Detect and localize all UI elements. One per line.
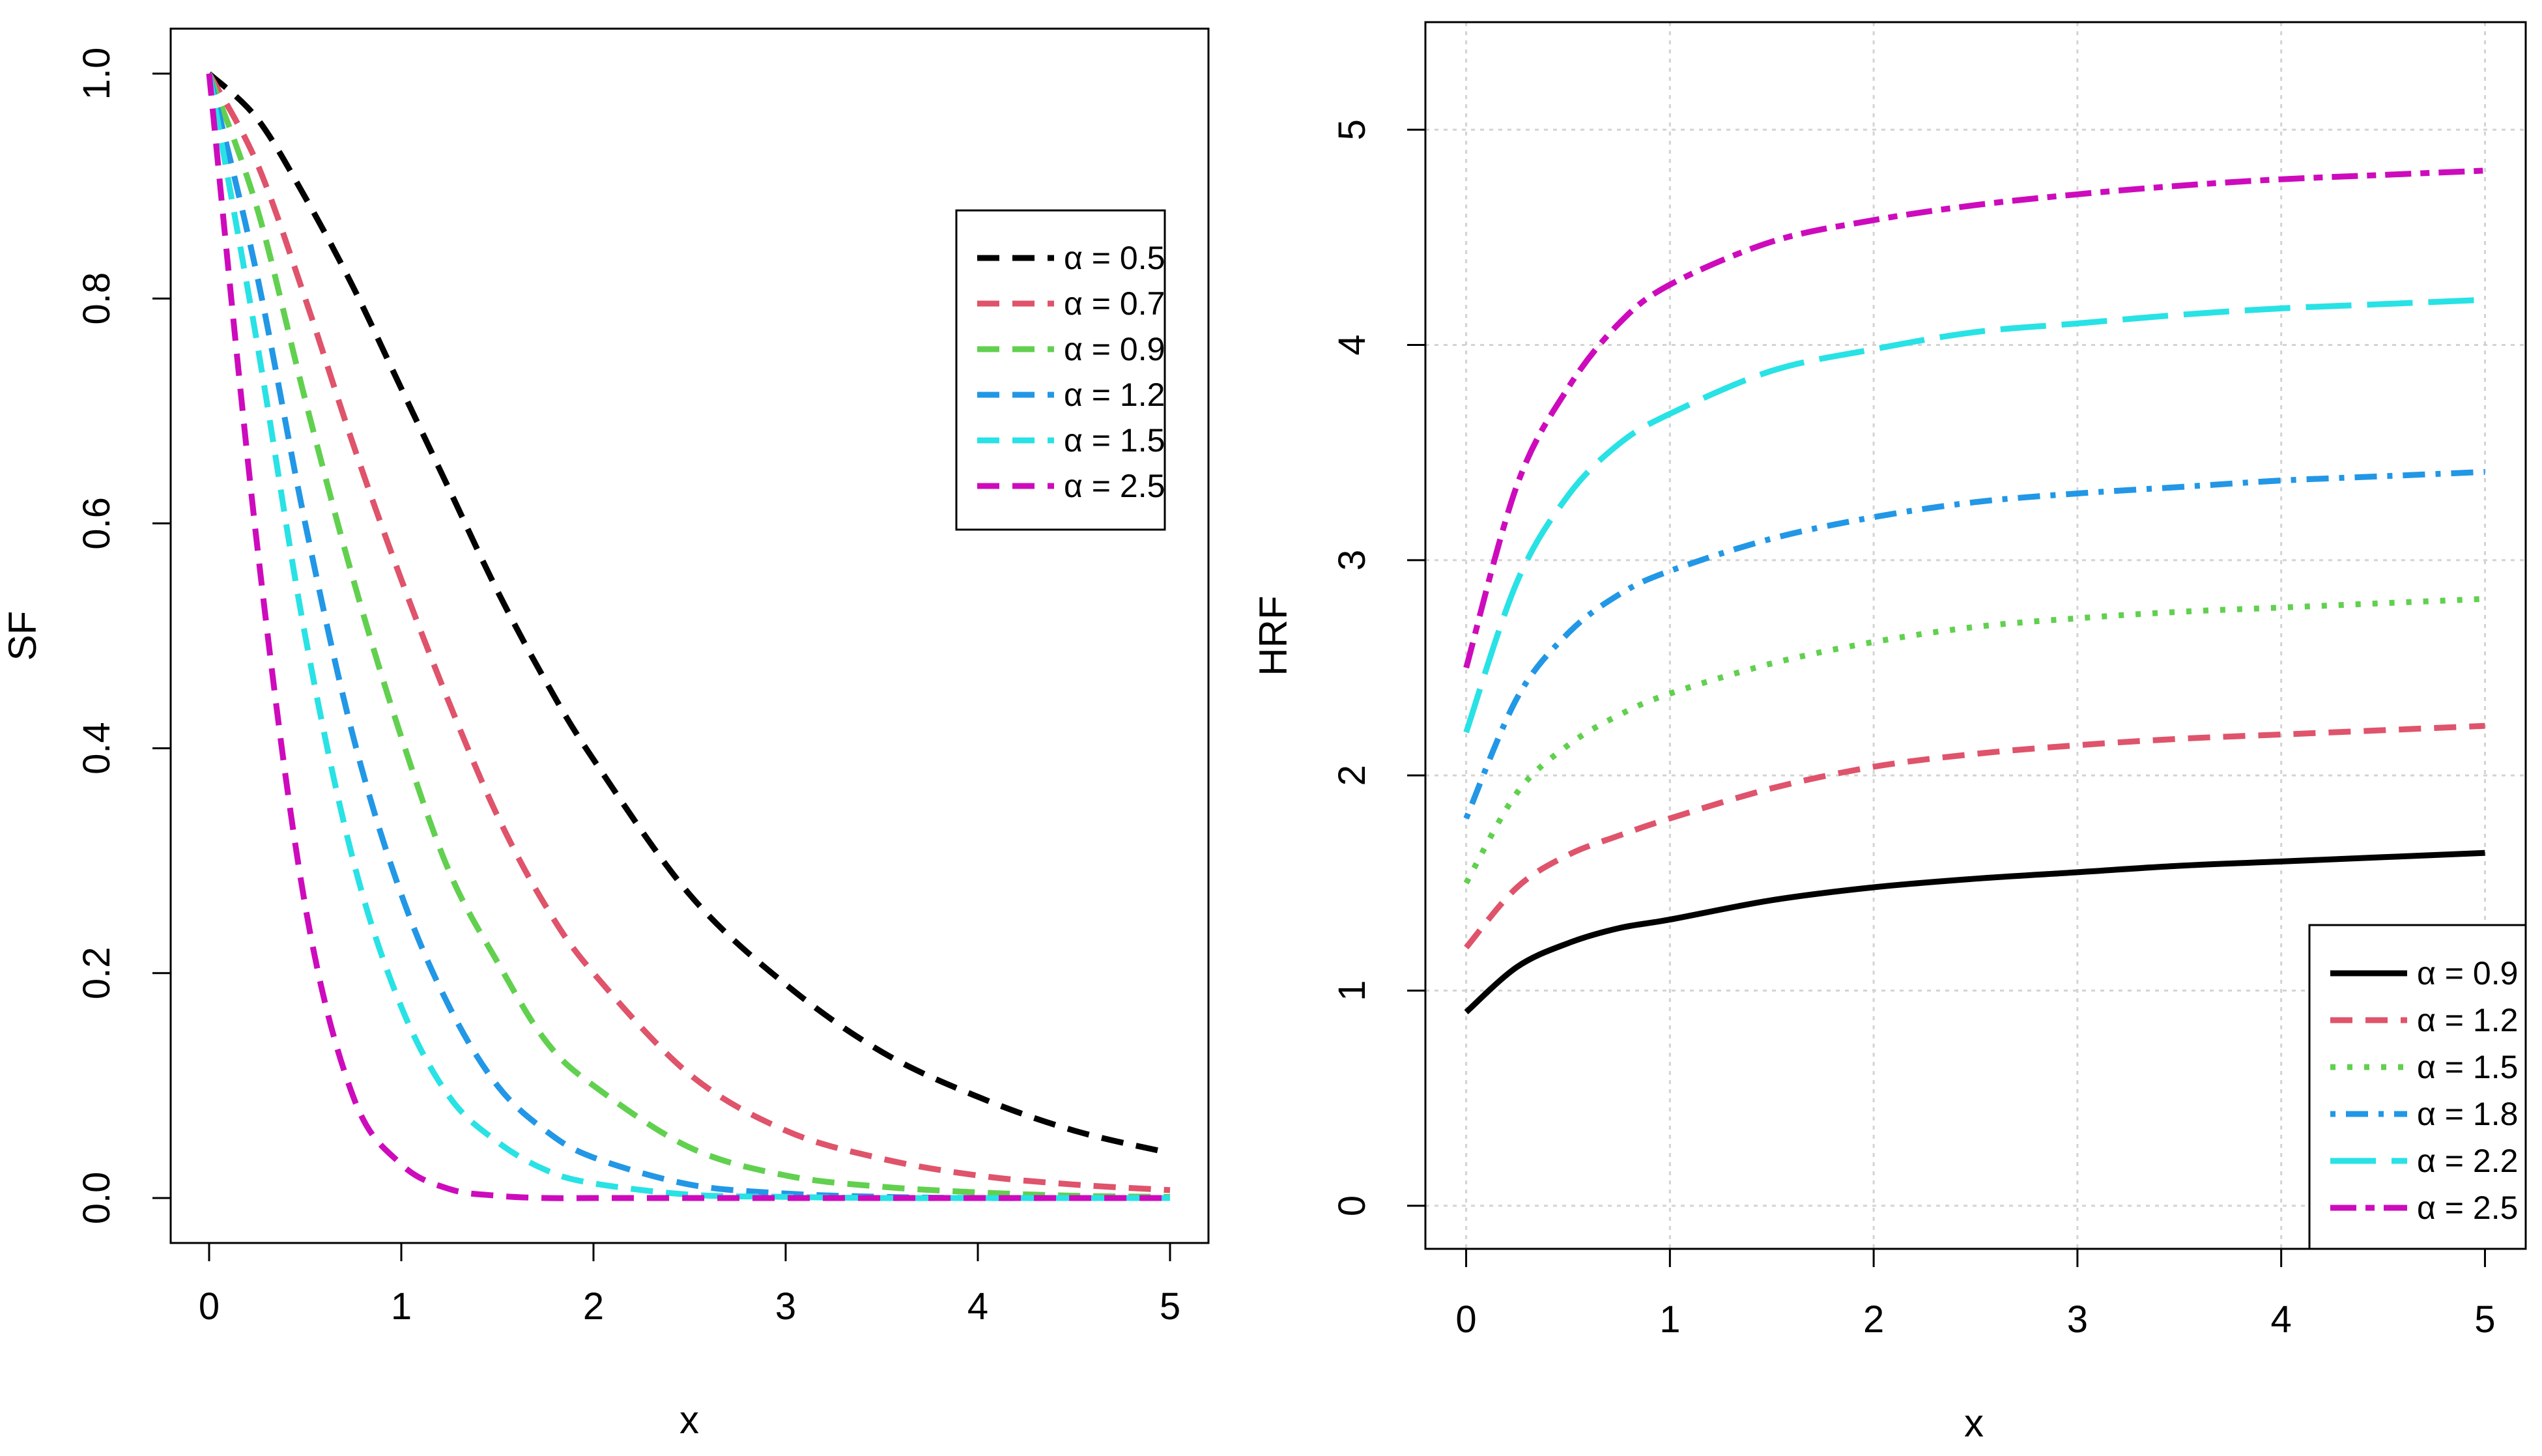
y-tick-label: 0.0 [76,1172,118,1225]
legend-label-4: α = 2.2 [2417,1143,2518,1179]
y-tick-label: 0.2 [76,947,118,999]
sf-panel: 0 1 2 3 4 5 0.0 0.2 0.4 0.6 0.8 1.0 x SF α = 0.5 α = 0.… [1,27,1210,1442]
plot-frame [1424,21,2527,1250]
y-tick-label: 5 [1331,119,1373,140]
y-axis-title: SF [1,611,44,661]
y-tick-label: 0.8 [76,272,118,325]
x-tick-label: 1 [1659,1298,1680,1341]
series-line-2 [206,72,1171,1200]
legend-label-5: α = 2.5 [1064,468,1165,504]
legend-box [955,209,1166,531]
hrf-panel: 0 1 2 3 4 5 0 1 2 3 4 5 x HRF α = 0.9 α = 1.2 α = 1.5 α =… [1251,21,2527,1445]
plot-frame [169,27,1210,1244]
series-line-0 [207,71,1171,1156]
legend-label-3: α = 1.8 [2417,1096,2518,1132]
x-tick-label: 5 [2474,1298,2495,1341]
series-line-1 [207,72,1171,1193]
x-tick-label: 3 [2067,1298,2088,1341]
x-axis-title: x [679,1398,699,1442]
y-tick-label: 1.0 [76,48,118,100]
x-tick-label: 2 [1863,1298,1884,1341]
y-tick-label: 2 [1331,765,1373,786]
legend-label-3: α = 1.2 [1064,377,1165,413]
series-line-1 [1464,722,2485,950]
x-tick-label: 3 [775,1285,796,1328]
legend-label-5: α = 2.5 [2417,1190,2518,1226]
y-tick-label: 0.4 [76,722,118,775]
legend-label-2: α = 0.9 [1064,331,1165,367]
series-line-3 [1463,468,2485,820]
legend-box [2308,924,2527,1250]
x-tick-label: 5 [1160,1285,1180,1328]
legend-label-2: α = 1.5 [2417,1049,2518,1085]
legend-label-0: α = 0.5 [1064,240,1165,276]
series-line-5 [1463,167,2485,669]
legend-label-1: α = 1.2 [2417,1002,2518,1038]
x-tick-label: 4 [967,1285,988,1328]
legend-label-4: α = 1.5 [1064,422,1165,459]
legend-label-1: α = 0.7 [1064,285,1165,322]
series-line-2 [1463,595,2485,885]
y-tick-label: 0.6 [76,497,118,550]
x-tick-label: 1 [391,1285,412,1328]
x-tick-label: 0 [1455,1298,1476,1341]
y-tick-label: 3 [1331,550,1373,571]
y-tick-label: 1 [1331,980,1373,1001]
y-axis-title: HRF [1251,595,1295,676]
series-line-4 [1463,296,2485,734]
series-line-0 [1464,849,2485,1014]
y-tick-label: 0 [1331,1195,1373,1216]
x-axis-title: x [1964,1401,1984,1445]
x-tick-label: 2 [583,1285,604,1328]
series-line-5 [206,73,1170,1201]
x-tick-label: 0 [199,1285,220,1328]
legend-label-0: α = 0.9 [2417,955,2518,992]
x-tick-label: 4 [2271,1298,2292,1341]
series-line-4 [206,73,1170,1201]
y-tick-label: 4 [1331,334,1373,355]
